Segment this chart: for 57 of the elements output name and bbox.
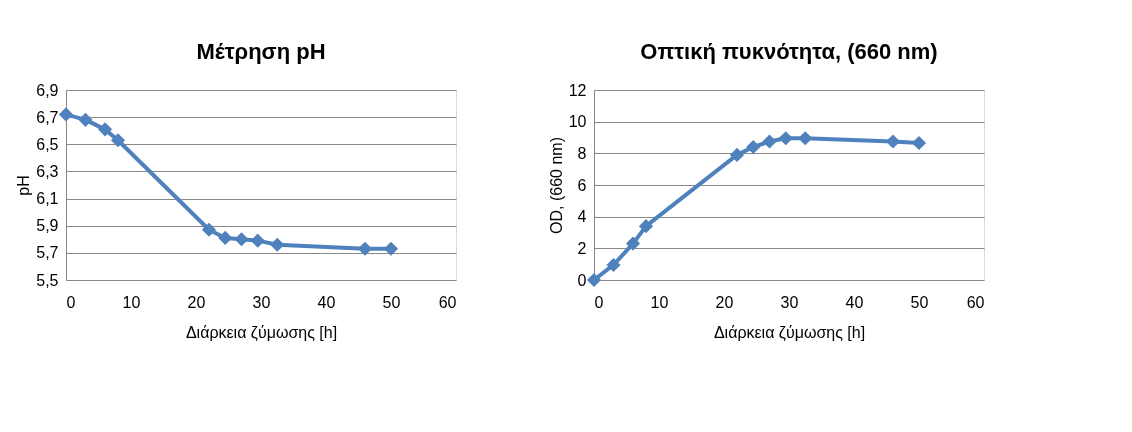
point	[586, 272, 602, 288]
x-tick-label: 10	[122, 293, 141, 311]
point	[778, 131, 793, 146]
y-tick-label: 6	[577, 176, 587, 194]
x-tick-label: 60	[966, 293, 985, 311]
point	[218, 230, 233, 245]
y-tick-label: 6,7	[36, 108, 59, 126]
point	[885, 134, 901, 149]
x-tick-label: 50	[382, 293, 401, 311]
x-tick-label: 30	[252, 293, 271, 311]
point	[78, 112, 93, 127]
point	[638, 219, 654, 234]
point	[746, 139, 761, 155]
point	[270, 237, 285, 252]
x-tick-label: 60	[438, 293, 457, 311]
point	[762, 134, 777, 149]
point	[625, 236, 641, 251]
x-tick-label: 0	[66, 293, 76, 311]
point	[234, 232, 249, 247]
y-tick-label: 4	[577, 208, 587, 226]
y-tick-label: 8	[577, 144, 587, 162]
y-axis-title: OD, (660 nm)	[547, 137, 565, 234]
x-axis-title: Διάρκεια ζύμωσης [h]	[185, 323, 338, 342]
y-tick-label: 6,1	[36, 190, 59, 208]
point	[606, 257, 621, 273]
y-tick-label: 5,7	[36, 244, 59, 262]
x-tick-label: 0	[594, 293, 604, 311]
y-tick-label: 6,9	[36, 81, 59, 99]
y-tick-label: 10	[568, 113, 587, 131]
point	[357, 241, 373, 256]
point	[250, 233, 265, 248]
point	[798, 131, 813, 146]
y-tick-label: 12	[568, 81, 587, 99]
x-tick-label: 10	[650, 293, 669, 311]
point	[729, 147, 745, 162]
point	[383, 241, 399, 256]
y-tick-label: 6,3	[36, 162, 59, 180]
x-tick-label: 20	[187, 293, 206, 311]
x-tick-label: 30	[780, 293, 799, 311]
y-tick-label: 0	[577, 271, 587, 289]
y-tick-label: 5,9	[36, 217, 59, 235]
x-axis-title: Διάρκεια ζύμωσης [h]	[713, 323, 866, 342]
chart-title: Οπτική πυκνότητα, (660 nm)	[640, 39, 938, 64]
y-tick-label: 2	[577, 239, 587, 257]
point	[97, 122, 113, 137]
y-axis-title: pH	[15, 175, 33, 196]
point	[201, 222, 217, 237]
y-tick-label: 5,5	[36, 271, 59, 289]
y-tick-label: 6,5	[36, 135, 59, 153]
x-tick-label: 50	[910, 293, 929, 311]
point	[110, 133, 126, 148]
x-tick-label: 20	[715, 293, 734, 311]
x-tick-label: 40	[317, 293, 336, 311]
point	[911, 135, 927, 151]
x-tick-label: 40	[845, 293, 864, 311]
point	[58, 107, 74, 122]
chart-title: Μέτρηση pH	[196, 39, 326, 64]
